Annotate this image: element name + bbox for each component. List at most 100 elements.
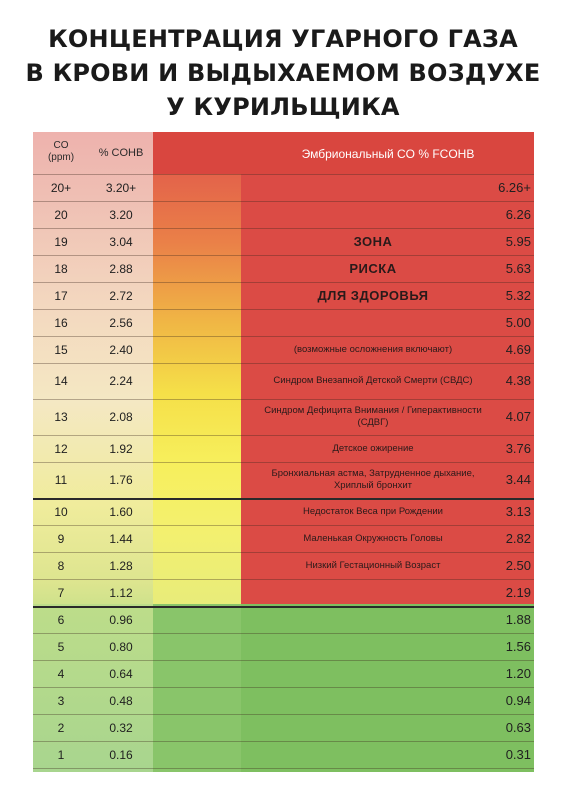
row-divider [33, 309, 534, 310]
health-note: Низкий Гестационный Возраст [305, 559, 441, 571]
fcohb-cell: 1.88 [505, 611, 531, 627]
co-ppm-cell: 17 [54, 288, 68, 303]
co-ppm-cell: 8 [57, 558, 65, 573]
cohb-cell: 1.76 [109, 473, 133, 487]
cohb-cell: 1.60 [109, 504, 133, 519]
co-ppm-cell: 10 [54, 504, 68, 519]
fcohb-cell: 0.63 [505, 719, 531, 735]
cohb-cell: 0.80 [109, 639, 133, 654]
co-ppm-cell: 11 [54, 473, 68, 487]
co-ppm-cell: 12 [54, 441, 68, 456]
header-cohb: % COHB [98, 147, 144, 159]
row-divider [33, 228, 534, 229]
health-note: Недостаток Веса при Рождении [303, 505, 443, 517]
health-note: Синдром Внезапной Детской Смерти (СВДС) [273, 375, 473, 386]
fcohb-cell: 6.26+ [498, 179, 531, 195]
row-divider [33, 201, 534, 202]
co-ppm-cell: 20+ [50, 180, 72, 195]
fcohb-cell: 4.07 [505, 409, 531, 424]
health-note: Маленькая Окружность Головы [303, 532, 443, 544]
cohb-cell: 1.12 [109, 585, 133, 600]
cohb-cell: 2.24 [109, 374, 133, 388]
health-note: Бронхиальная астма, Затрудненное дыхание… [271, 468, 475, 491]
row-divider [33, 282, 534, 283]
row-divider [33, 435, 534, 436]
header-background [153, 132, 534, 174]
row-divider [33, 336, 534, 337]
health-note: ЗОНА [353, 234, 393, 249]
row-divider [33, 255, 534, 256]
cohb-cell: 2.88 [109, 261, 133, 276]
row-divider [33, 462, 534, 463]
co-ppm-cell: 7 [57, 585, 65, 600]
gradient-scale-band [153, 132, 241, 604]
fcohb-cell: 2.50 [505, 557, 531, 573]
row-divider [33, 741, 534, 742]
cohb-cell: 0.96 [109, 612, 133, 627]
fcohb-cell: 6.26 [505, 206, 531, 222]
co-ppm-cell: 4 [57, 666, 65, 681]
risk-zone-background [241, 132, 534, 604]
left-column-background [33, 132, 153, 604]
cohb-cell: 2.56 [109, 315, 133, 330]
co-ppm-cell: 20 [54, 207, 68, 222]
cohb-cell: 3.20 [109, 207, 133, 222]
co-ppm-cell: 13 [54, 410, 68, 424]
row-divider [33, 633, 534, 634]
header-co-label: CO [53, 140, 69, 151]
title-line-1: КОНЦЕНТРАЦИЯ УГАРНОГО ГАЗА [48, 25, 518, 53]
health-note: (возможные осложнения включают) [293, 343, 453, 355]
cohb-cell: 2.40 [109, 342, 133, 357]
cohb-cell: 0.16 [109, 747, 133, 762]
fcohb-cell: 5.95 [505, 233, 531, 249]
fcohb-cell: 4.38 [505, 373, 531, 388]
row-divider [33, 399, 534, 400]
fcohb-cell: 1.20 [505, 665, 531, 681]
row-divider [33, 552, 534, 553]
fcohb-cell: 4.69 [505, 341, 531, 357]
header-co: CO (ppm) [33, 140, 89, 164]
fcohb-cell: 3.76 [505, 440, 531, 456]
co-ppm-cell: 14 [54, 374, 68, 388]
fcohb-cell: 0.94 [505, 692, 531, 708]
row-divider [33, 174, 534, 175]
health-note: ДЛЯ ЗДОРОВЬЯ [317, 288, 429, 303]
cohb-cell: 1.28 [109, 558, 133, 573]
cohb-cell: 3.04 [109, 234, 133, 249]
cohb-cell: 2.72 [109, 288, 133, 303]
fcohb-cell: 2.19 [505, 584, 531, 600]
co-ppm-cell: 3 [57, 693, 65, 708]
health-note: Детское ожирение [332, 442, 414, 454]
health-note: Синдром Дефицита Внимания / Гиперактивно… [264, 405, 482, 428]
fcohb-cell: 0.31 [505, 746, 531, 762]
co-ppm-cell: 5 [57, 639, 65, 654]
fcohb-cell: 5.63 [505, 260, 531, 276]
row-divider [33, 363, 534, 364]
safe-zone-background [241, 604, 534, 772]
co-ppm-cell: 9 [57, 531, 65, 546]
cohb-cell: 1.92 [109, 441, 133, 456]
fcohb-cell: 3.13 [505, 503, 531, 519]
fcohb-cell: 1.56 [505, 638, 531, 654]
row-divider [33, 498, 534, 500]
row-divider [33, 606, 534, 608]
fcohb-cell: 5.00 [505, 314, 531, 330]
cohb-cell: 3.20+ [105, 180, 137, 195]
row-divider [33, 660, 534, 661]
header-co-unit: (ppm) [47, 152, 75, 163]
page-title: КОНЦЕНТРАЦИЯ УГАРНОГО ГАЗА В КРОВИ И ВЫД… [0, 22, 566, 124]
cohb-cell: 2.08 [109, 410, 133, 424]
health-note: РИСКА [349, 261, 397, 276]
cohb-cell: 0.32 [109, 720, 133, 735]
cohb-cell: 1.44 [109, 531, 133, 546]
fcohb-cell: 5.32 [505, 287, 531, 303]
co-table: CO (ppm) % COHB Эмбриональный CO % FCOHB… [33, 132, 534, 772]
row-divider [33, 525, 534, 526]
header-fcohb: Эмбриональный CO % FCOHB [301, 147, 475, 161]
title-line-2: В КРОВИ И ВЫДЫХАЕМОМ ВОЗДУХЕ [25, 59, 541, 87]
co-ppm-cell: 18 [54, 261, 68, 276]
co-ppm-cell: 6 [57, 612, 65, 627]
row-divider [33, 768, 534, 769]
co-ppm-cell: 15 [54, 342, 68, 357]
cohb-cell: 0.48 [109, 693, 133, 708]
